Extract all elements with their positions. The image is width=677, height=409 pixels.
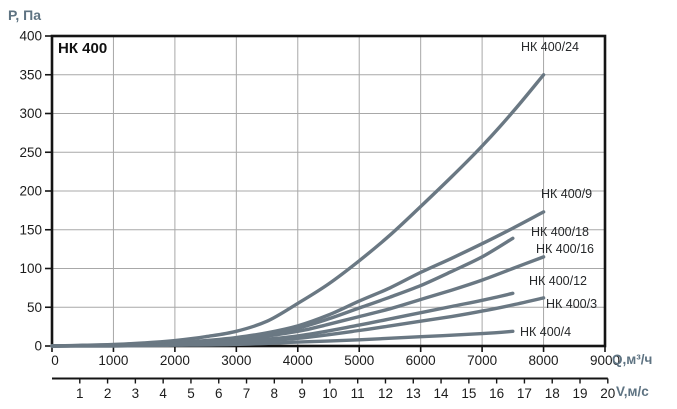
v-tick-label: 4 xyxy=(159,386,167,401)
q-tick-label: 7000 xyxy=(467,353,497,368)
y-tick-label: 250 xyxy=(19,145,42,160)
y-tick-label: 400 xyxy=(19,29,42,44)
curve-label--400-12: НК 400/12 xyxy=(529,274,587,288)
v-tick-label: 3 xyxy=(132,386,140,401)
q-tick-label: 0 xyxy=(51,353,59,368)
v-tick-label: 9 xyxy=(298,386,306,401)
y-tick-label: 150 xyxy=(19,222,42,237)
curve-label--400-18: НК 400/18 xyxy=(531,225,589,239)
curve-label--400-4: НК 400/4 xyxy=(520,325,571,339)
v-tick-label: 15 xyxy=(461,386,476,401)
v-tick-label: 20 xyxy=(600,386,615,401)
y-tick-label: 0 xyxy=(34,339,42,354)
v-tick-label: 7 xyxy=(243,386,251,401)
y-tick-label: 200 xyxy=(19,184,42,199)
y-tick-label: 300 xyxy=(19,106,42,121)
v-axis-unit-label: V,м/с xyxy=(616,384,649,399)
v-tick-label: 12 xyxy=(378,386,393,401)
v-tick-label: 17 xyxy=(517,386,532,401)
v-tick-label: 13 xyxy=(406,386,421,401)
y-tick-label: 350 xyxy=(19,67,42,82)
q-tick-label: 4000 xyxy=(283,353,313,368)
v-tick-label: 6 xyxy=(215,386,223,401)
q-tick-label: 3000 xyxy=(221,353,251,368)
v-tick-label: 1 xyxy=(76,386,84,401)
q-tick-label: 2000 xyxy=(160,353,190,368)
curve-label--400-16: НК 400/16 xyxy=(536,242,594,256)
v-tick-label: 19 xyxy=(572,386,587,401)
v-tick-label: 10 xyxy=(322,386,337,401)
v-tick-label: 8 xyxy=(271,386,279,401)
curve--400-4 xyxy=(50,329,515,348)
q-axis-unit-label: Q,м³/ч xyxy=(612,352,653,367)
q-tick-label: 9000 xyxy=(590,353,620,368)
chart-title: НК 400 xyxy=(58,40,108,57)
y-tick-label: 100 xyxy=(19,261,42,276)
v-tick-label: 2 xyxy=(104,386,112,401)
v-tick-label: 5 xyxy=(187,386,195,401)
q-tick-label: 8000 xyxy=(529,353,559,368)
curve-label--400-24: НК 400/24 xyxy=(521,40,579,54)
v-tick-label: 14 xyxy=(434,386,450,401)
y-axis-unit-label: Р, Па xyxy=(8,7,42,23)
q-tick-label: 6000 xyxy=(406,353,436,368)
curve-label--400-9: НК 400/9 xyxy=(541,187,592,201)
v-tick-label: 16 xyxy=(489,386,504,401)
v-tick-label: 11 xyxy=(351,386,365,401)
v-tick-label: 18 xyxy=(545,386,560,401)
q-tick-label: 5000 xyxy=(344,353,374,368)
curve-label--400-3: НК 400/3 xyxy=(546,297,597,311)
y-tick-label: 50 xyxy=(27,300,42,315)
q-tick-label: 1000 xyxy=(98,353,128,368)
